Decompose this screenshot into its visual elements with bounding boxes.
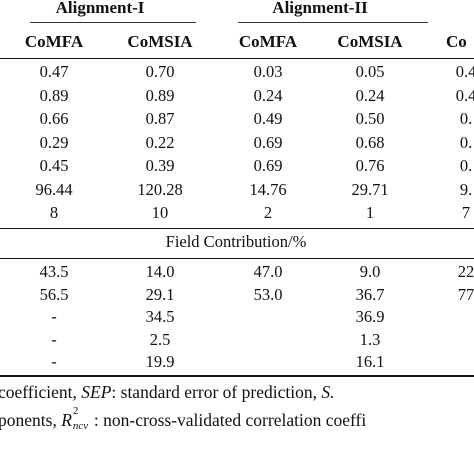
footnote-text: : non-cross-validated correlation coeffi	[93, 410, 367, 430]
table-cell: 0.45	[39, 156, 69, 175]
table-cell: 0.89	[145, 85, 175, 105]
table-cell: 0.66	[39, 109, 69, 128]
table-cell: 0.24	[253, 85, 283, 105]
table-cell: 0.69	[253, 156, 283, 175]
table-cell: 0.39	[145, 156, 175, 175]
table-cell: 43.5	[39, 262, 69, 281]
group-underline-2	[238, 22, 428, 23]
table-bottom-rule	[0, 375, 474, 377]
table-cell: 77	[457, 284, 474, 304]
column-header: Co	[446, 32, 467, 51]
footnote-abbrev-s: S.	[321, 382, 335, 402]
footnote-line-1: coefficient, SEP: standard error of pred…	[0, 382, 334, 403]
column-header: CoMFA	[24, 32, 84, 51]
symbol-sup: 2	[72, 405, 79, 417]
column-header: CoMSIA	[127, 32, 193, 51]
table-cell: -	[51, 307, 57, 326]
table-cell: 7	[461, 203, 471, 222]
footnote-abbrev-sep: SEP	[81, 382, 112, 402]
table-cell: 9.0	[359, 262, 381, 281]
table-cell: 0.69	[253, 132, 283, 152]
table-cell: 56.5	[39, 284, 69, 304]
group-header-alignment-1: Alignment-I	[55, 0, 145, 17]
table-cell: 16.1	[355, 352, 385, 371]
table-cell: 0.50	[355, 109, 385, 128]
table-cell: -	[51, 329, 57, 349]
table-cell: 96.44	[35, 179, 73, 199]
table-cell: 10	[151, 203, 169, 222]
table-cell: 47.0	[253, 262, 283, 281]
table-cell: 120.28	[137, 179, 183, 199]
table-cell: 0.	[459, 109, 473, 128]
table-cell: 0.76	[355, 156, 385, 175]
column-header: CoMSIA	[337, 32, 403, 51]
table-cell: 14.76	[249, 179, 287, 199]
table-cell: 29.1	[145, 284, 175, 304]
table-cell: 0.4	[455, 62, 474, 81]
group-header-alignment-2: Alignment-II	[272, 0, 368, 17]
table-cell: 0.03	[253, 62, 283, 81]
table-cell: 0.	[459, 132, 473, 152]
table-cell: 1.3	[359, 329, 381, 349]
table-cell: 8	[49, 203, 59, 222]
table-cell: 34.5	[145, 307, 175, 326]
table-cell: 53.0	[253, 284, 283, 304]
table-cell: 0.70	[145, 62, 175, 81]
table-cell: 0.	[459, 156, 473, 175]
table-cell: 1	[365, 203, 375, 222]
header-rule	[0, 58, 474, 59]
table-cell: 0.89	[39, 85, 69, 105]
table-cell: 2.5	[149, 329, 171, 349]
column-header: CoMFA	[238, 32, 298, 51]
footnote-text: ponents,	[0, 410, 57, 430]
footnote-text: coefficient,	[0, 382, 77, 402]
table-cell: 0.49	[253, 109, 283, 128]
table-cell: 0.47	[39, 62, 69, 81]
table-cell: 36.7	[355, 284, 385, 304]
table-cell: -	[51, 352, 57, 371]
table-cell: 29.71	[351, 179, 389, 199]
table-cell: 36.9	[355, 307, 385, 326]
table-cell: 19.9	[145, 352, 175, 371]
group-underline-1	[30, 22, 196, 23]
table-cell: 0.4	[455, 85, 474, 105]
table-cell: 2	[263, 203, 273, 222]
table-cell: 0.24	[355, 85, 385, 105]
section-rule-bottom	[0, 258, 474, 259]
table-cell: 0.68	[355, 132, 385, 152]
footnote-symbol-r: R 2 ncv	[61, 405, 89, 432]
section-rule-top	[0, 228, 474, 229]
table-cell: 9.	[459, 179, 473, 199]
table-cell: 0.29	[39, 132, 69, 152]
table-cell: 14.0	[145, 262, 175, 281]
footnote-line-2: ponents, R 2 ncv: non-cross-validated corr…	[0, 405, 367, 432]
table-cell: 0.87	[145, 109, 175, 128]
table-cell: 22	[457, 262, 474, 281]
footnote-text: : standard error of prediction,	[111, 382, 317, 402]
table-cell: 0.05	[355, 62, 385, 81]
section-title: Field Contribution/%	[165, 232, 307, 251]
symbol-sub: ncv	[72, 420, 89, 432]
table-cell: 0.22	[145, 132, 175, 152]
